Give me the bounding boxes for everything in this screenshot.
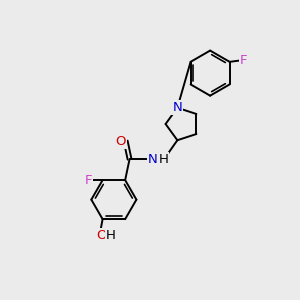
Text: H: H	[106, 229, 116, 242]
Text: O: O	[116, 134, 126, 148]
Text: F: F	[240, 54, 248, 67]
Text: O: O	[97, 229, 107, 242]
Text: F: F	[85, 174, 92, 187]
Text: H: H	[158, 153, 168, 166]
Text: N: N	[172, 101, 182, 114]
Text: N: N	[148, 153, 158, 166]
